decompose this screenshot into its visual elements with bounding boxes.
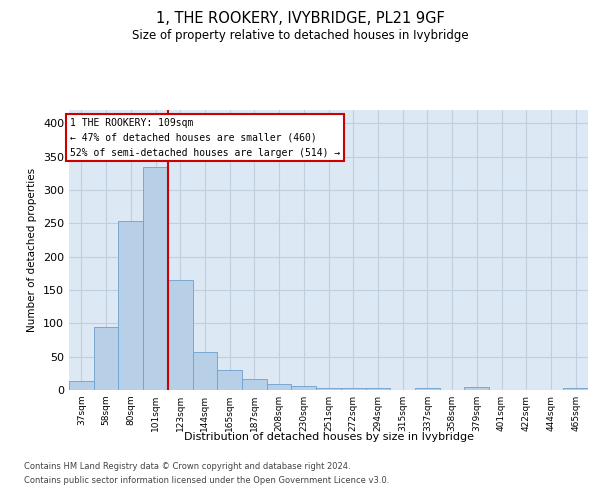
Bar [365,388,390,390]
Bar [316,388,341,390]
Bar [242,380,267,390]
Bar [267,384,292,390]
Text: 1 THE ROOKERY: 109sqm
← 47% of detached houses are smaller (460)
52% of semi-det: 1 THE ROOKERY: 109sqm ← 47% of detached … [70,118,340,158]
Y-axis label: Number of detached properties: Number of detached properties [28,168,37,332]
Bar [69,380,94,390]
Bar [292,386,316,390]
Bar [464,386,489,390]
Text: 1, THE ROOKERY, IVYBRIDGE, PL21 9GF: 1, THE ROOKERY, IVYBRIDGE, PL21 9GF [155,11,445,26]
Bar [168,280,193,390]
Bar [94,326,118,390]
Text: Distribution of detached houses by size in Ivybridge: Distribution of detached houses by size … [184,432,474,442]
Text: Contains HM Land Registry data © Crown copyright and database right 2024.: Contains HM Land Registry data © Crown c… [24,462,350,471]
Bar [143,168,168,390]
Text: Contains public sector information licensed under the Open Government Licence v3: Contains public sector information licen… [24,476,389,485]
Bar [193,352,217,390]
Bar [118,222,143,390]
Bar [341,388,365,390]
Text: Size of property relative to detached houses in Ivybridge: Size of property relative to detached ho… [131,28,469,42]
Bar [563,388,588,390]
Bar [217,370,242,390]
Bar [415,388,440,390]
